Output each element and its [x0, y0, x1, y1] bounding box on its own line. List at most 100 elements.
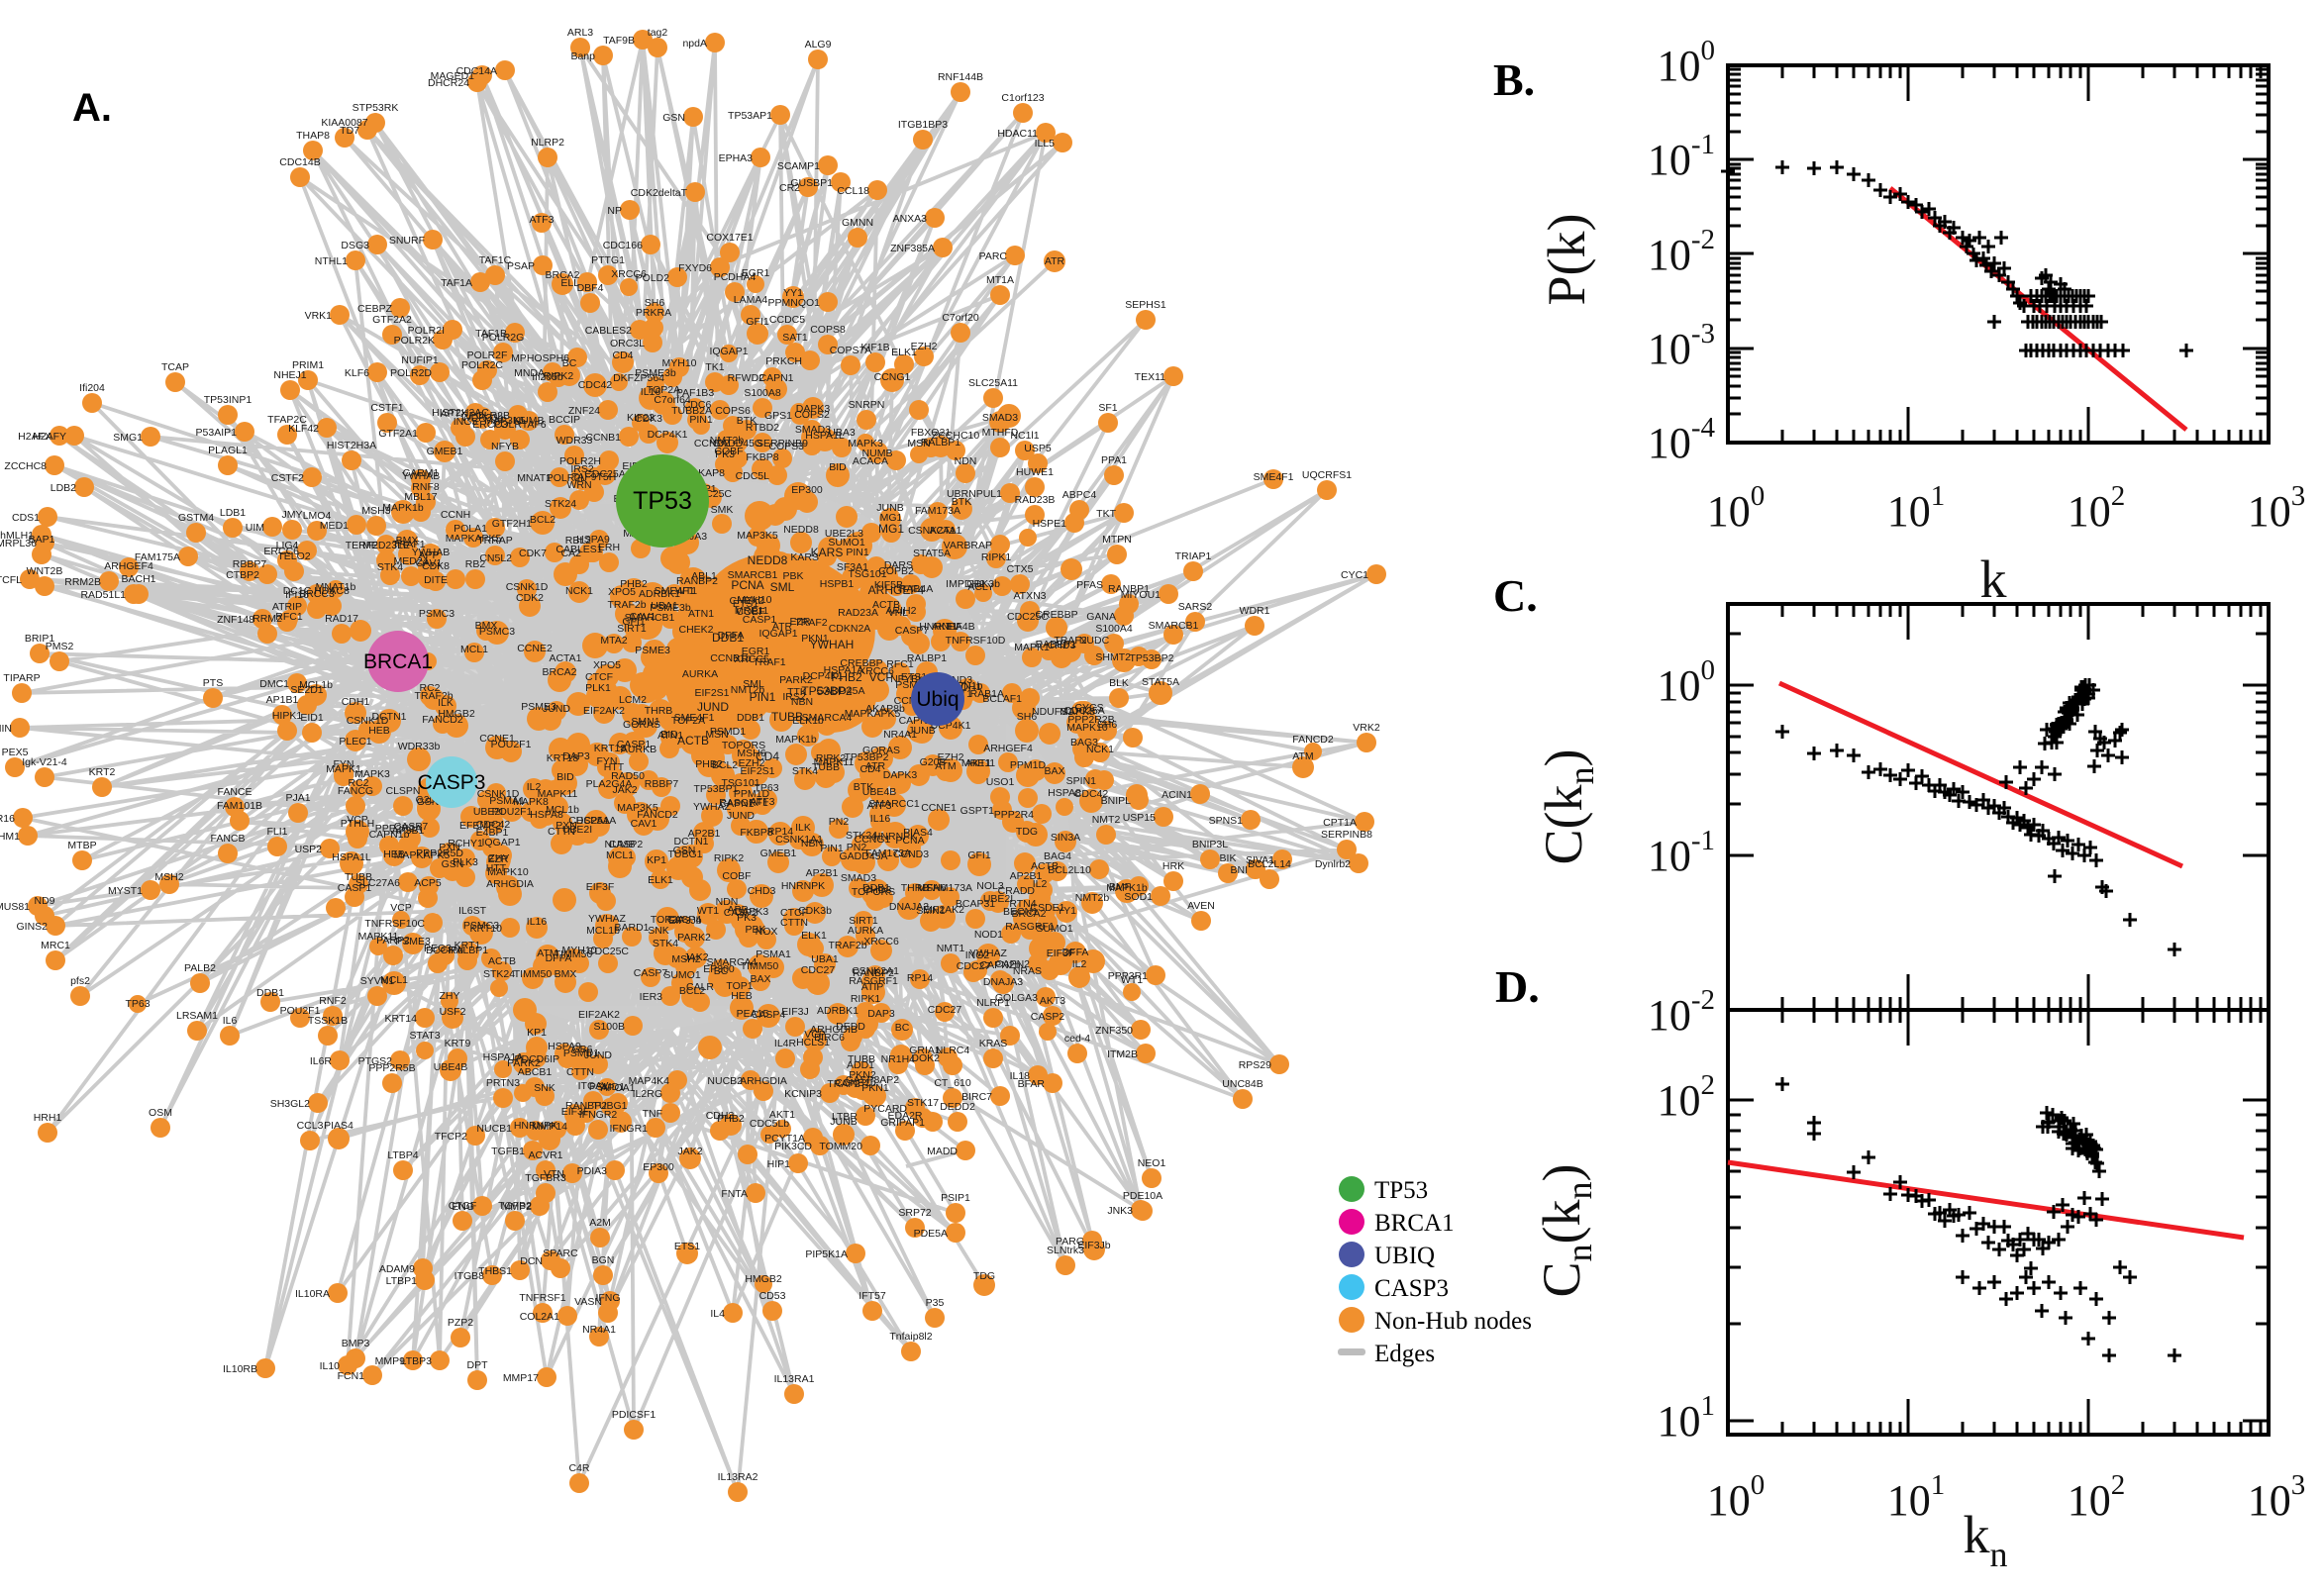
svg-text:DAPK3: DAPK3: [735, 906, 769, 918]
svg-text:TRAF1: TRAF1: [392, 539, 425, 550]
svg-text:NTHL1: NTHL1: [315, 255, 348, 267]
svg-text:PSME3: PSME3: [521, 701, 556, 713]
svg-text:PPP2R4: PPP2R4: [994, 809, 1034, 821]
svg-text:PK3: PK3: [737, 912, 757, 924]
svg-text:VCP: VCP: [804, 1029, 826, 1041]
svg-text:MSH2: MSH2: [671, 953, 700, 965]
svg-text:PSAP: PSAP: [507, 260, 535, 272]
svg-text:CARM1: CARM1: [403, 467, 440, 479]
svg-text:COPS8: COPS8: [810, 324, 846, 336]
svg-text:NUCB2: NUCB2: [707, 1075, 743, 1087]
svg-text:DCP4K1: DCP4K1: [648, 429, 688, 441]
svg-text:Ifi205b: Ifi205b: [532, 371, 563, 383]
svg-text:SPIN1: SPIN1: [1066, 775, 1097, 787]
svg-text:DCTN1: DCTN1: [371, 711, 406, 723]
svg-text:DAPK3: DAPK3: [796, 403, 831, 415]
svg-text:IL13RA2: IL13RA2: [718, 1471, 758, 1483]
svg-text:PDE5A: PDE5A: [914, 1228, 948, 1240]
svg-text:PPP2R5D: PPP2R5D: [416, 848, 463, 859]
svg-text:CAV1: CAV1: [631, 818, 657, 830]
svg-text:POLD2: POLD2: [636, 272, 670, 284]
svg-text:ELK1: ELK1: [891, 347, 917, 358]
svg-text:CA2: CA2: [561, 548, 582, 559]
svg-text:tag2: tag2: [648, 27, 668, 39]
svg-text:CDK3b: CDK3b: [966, 578, 1000, 590]
svg-text:MRE11: MRE11: [961, 757, 995, 769]
svg-text:HMGB2: HMGB2: [438, 708, 475, 720]
svg-text:EIF3F: EIF3F: [1047, 948, 1075, 959]
svg-text:CAPN1: CAPN1: [719, 798, 754, 810]
svg-text:DAP3: DAP3: [562, 750, 590, 762]
svg-text:BCLAF1: BCLAF1: [982, 693, 1022, 705]
svg-text:BAG4: BAG4: [1044, 850, 1071, 862]
svg-text:MCL1b: MCL1b: [586, 925, 620, 937]
svg-text:NMT2: NMT2: [1092, 814, 1121, 826]
svg-text:THRB: THRB: [901, 882, 930, 894]
svg-text:MCL1b: MCL1b: [546, 804, 579, 816]
svg-text:BRIP1: BRIP1: [25, 633, 55, 645]
svg-text:CDC42: CDC42: [1074, 788, 1109, 800]
svg-text:BIRC6: BIRC6: [814, 1032, 845, 1044]
svg-text:PALB2: PALB2: [184, 962, 216, 974]
svg-text:S100B: S100B: [593, 1021, 625, 1033]
svg-text:DOK2: DOK2: [911, 1052, 940, 1064]
svg-text:IFNGR2: IFNGR2: [579, 1109, 618, 1121]
svg-text:CASP2: CASP2: [609, 839, 644, 850]
svg-text:PIP5K1A: PIP5K1A: [805, 1248, 848, 1260]
svg-text:SUMO1: SUMO1: [828, 537, 865, 549]
svg-text:RTN4: RTN4: [1009, 898, 1036, 910]
svg-text:NUMB: NUMB: [862, 448, 893, 459]
svg-text:USP15: USP15: [1123, 812, 1156, 824]
svg-text:ACTB: ACTB: [872, 599, 900, 611]
svg-text:E4BP1: E4BP1: [476, 827, 509, 839]
svg-text:MCL1: MCL1: [606, 849, 634, 861]
svg-text:TUBB2A: TUBB2A: [671, 405, 712, 417]
svg-text:BAX: BAX: [750, 973, 770, 985]
svg-text:FNTA: FNTA: [721, 1188, 748, 1200]
svg-text:COBF: COBF: [736, 606, 764, 618]
svg-text:AP3B1: AP3B1: [392, 825, 425, 837]
svg-text:CD53: CD53: [759, 1290, 786, 1302]
svg-text:EIF2S1: EIF2S1: [694, 687, 729, 699]
svg-text:CCL18: CCL18: [837, 185, 869, 197]
svg-text:POLA1: POLA1: [454, 523, 487, 535]
svg-text:BNIP3L: BNIP3L: [1192, 839, 1228, 850]
svg-text:MYH10: MYH10: [561, 945, 596, 956]
svg-text:ABCB1: ABCB1: [518, 1066, 553, 1078]
svg-text:LIG4: LIG4: [276, 540, 299, 551]
svg-text:ELL: ELL: [560, 277, 579, 289]
svg-text:BCL2L10: BCL2L10: [1048, 864, 1091, 876]
svg-text:ACTB: ACTB: [1031, 860, 1059, 872]
svg-text:PLK3: PLK3: [453, 856, 478, 868]
svg-text:C(kn): C(kn): [1534, 749, 1601, 865]
svg-text:P35: P35: [926, 1297, 945, 1309]
svg-text:STK17: STK17: [907, 1097, 939, 1109]
svg-text:WDR16: WDR16: [0, 813, 15, 825]
svg-text:THRB: THRB: [645, 705, 673, 717]
svg-text:JUNB: JUNB: [876, 502, 903, 514]
svg-text:ANXA3: ANXA3: [893, 213, 928, 225]
svg-text:DARS: DARS: [884, 559, 913, 571]
svg-text:PRTN3: PRTN3: [486, 1077, 520, 1089]
svg-text:GFI1: GFI1: [622, 616, 645, 628]
svg-text:RNF8: RNF8: [412, 481, 440, 493]
svg-text:MED23LE: MED23LE: [362, 540, 410, 551]
svg-text:HTT: HTT: [486, 862, 507, 874]
svg-text:MADD: MADD: [927, 1146, 958, 1157]
svg-text:LTBP1: LTBP1: [386, 1275, 417, 1287]
svg-text:LMO4: LMO4: [303, 510, 332, 522]
svg-text:IL16: IL16: [641, 386, 661, 398]
svg-text:TOP1: TOP1: [726, 980, 753, 992]
svg-text:ERH: ERH: [598, 542, 620, 553]
svg-text:TP53BP2: TP53BP2: [801, 684, 853, 698]
svg-text:IFNGR1: IFNGR1: [609, 1123, 648, 1135]
svg-text:GOLGA3: GOLGA3: [995, 992, 1038, 1004]
svg-text:PKN2: PKN2: [849, 1069, 876, 1081]
svg-text:MAPK1b: MAPK1b: [382, 502, 424, 514]
svg-text:PPP2R2A: PPP2R2A: [375, 823, 422, 835]
svg-text:RP14: RP14: [767, 826, 793, 838]
svg-text:P53AIP1: P53AIP1: [196, 427, 238, 439]
svg-text:Banp: Banp: [570, 50, 595, 62]
svg-text:ARHGEF4: ARHGEF4: [983, 743, 1033, 754]
svg-text:ACACA: ACACA: [853, 455, 888, 467]
